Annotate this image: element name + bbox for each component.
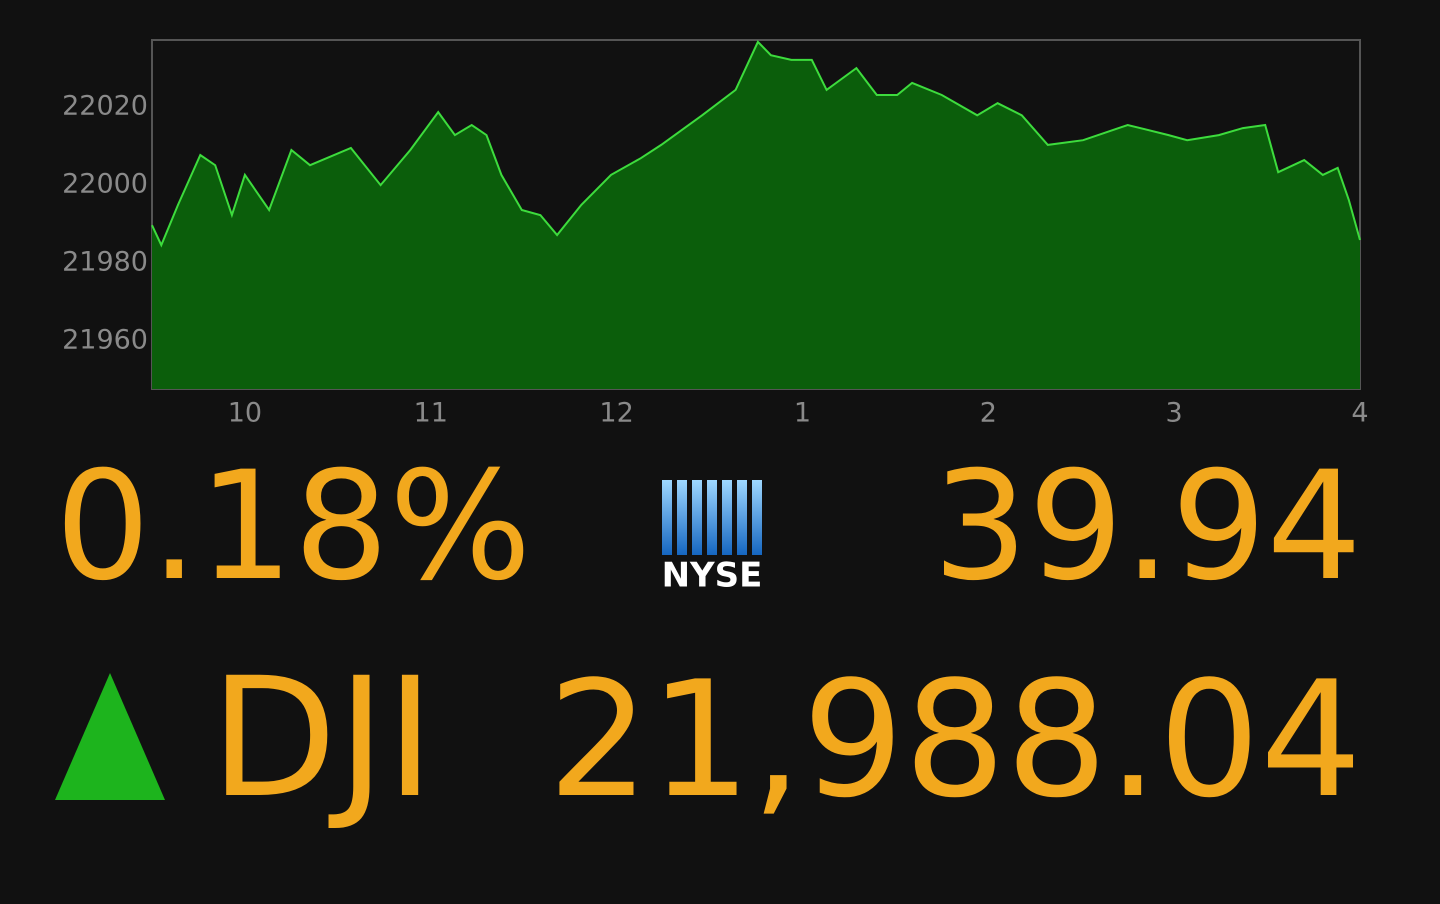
nyse-logo: NYSE (662, 480, 763, 596)
x-tick-label: 4 (1351, 398, 1368, 429)
change-points: 39.94 (933, 440, 1362, 614)
line (151, 40, 1361, 248)
logo-text: NYSE (662, 556, 763, 596)
y-tick-label: 22020 (62, 91, 148, 122)
x-tick-label: 11 (414, 398, 448, 429)
y-tick-label: 22000 (62, 169, 148, 200)
change-percent: 0.18% (55, 440, 532, 614)
symbol: DJI (210, 642, 434, 834)
price: 21,988.04 (548, 646, 1362, 833)
up-arrow (55, 673, 165, 800)
y-tick-label: 21980 (62, 247, 148, 278)
x-tick-label: 1 (794, 398, 811, 429)
x-tick-label: 10 (228, 398, 262, 429)
x-tick-label: 2 (980, 398, 997, 429)
x-tick-label: 12 (599, 398, 633, 429)
area (152, 41, 1360, 390)
x-tick-label: 3 (1166, 398, 1183, 429)
y-tick-label: 21960 (62, 325, 148, 356)
